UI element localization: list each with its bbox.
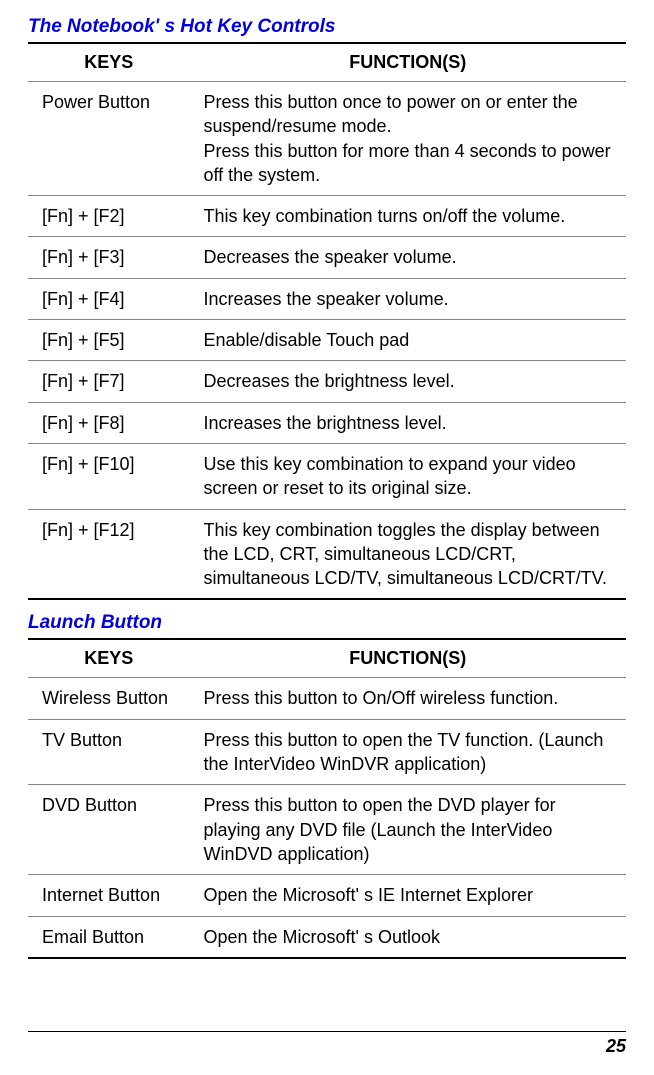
cell-key: [Fn] + [F3] — [28, 237, 189, 278]
table-row: [Fn] + [F3]Decreases the speaker volume. — [28, 237, 626, 278]
cell-func: Use this key combination to expand your … — [189, 443, 626, 509]
cell-func: Open the Microsoft' s IE Internet Explor… — [189, 875, 626, 916]
cell-key: [Fn] + [F2] — [28, 196, 189, 237]
cell-key: [Fn] + [F10] — [28, 443, 189, 509]
table-row: [Fn] + [F4]Increases the speaker volume. — [28, 278, 626, 319]
cell-func: Decreases the brightness level. — [189, 361, 626, 402]
cell-func: Increases the brightness level. — [189, 402, 626, 443]
table-row: Power ButtonPress this button once to po… — [28, 82, 626, 196]
cell-key: Power Button — [28, 82, 189, 196]
cell-key: Email Button — [28, 916, 189, 958]
table-row: Email ButtonOpen the Microsoft' s Outloo… — [28, 916, 626, 958]
cell-key: DVD Button — [28, 785, 189, 875]
table-header-keys: KEYS — [28, 640, 189, 678]
cell-func: Decreases the speaker volume. — [189, 237, 626, 278]
table-header-func: FUNCTION(S) — [189, 640, 626, 678]
cell-func: Press this button to open the TV functio… — [189, 719, 626, 785]
cell-func: Enable/disable Touch pad — [189, 320, 626, 361]
cell-func: Increases the speaker volume. — [189, 278, 626, 319]
table-launch: KEYS FUNCTION(S) Wireless ButtonPress th… — [28, 640, 626, 958]
cell-func: This key combination turns on/off the vo… — [189, 196, 626, 237]
table-header-keys: KEYS — [28, 44, 189, 82]
table-row: [Fn] + [F5]Enable/disable Touch pad — [28, 320, 626, 361]
cell-key: Wireless Button — [28, 678, 189, 719]
table-row: TV ButtonPress this button to open the T… — [28, 719, 626, 785]
cell-func: Press this button to open the DVD player… — [189, 785, 626, 875]
table-row: [Fn] + [F10]Use this key combination to … — [28, 443, 626, 509]
cell-key: [Fn] + [F12] — [28, 509, 189, 599]
cell-func: Press this button to On/Off wireless fun… — [189, 678, 626, 719]
table-row: [Fn] + [F7]Decreases the brightness leve… — [28, 361, 626, 402]
section-header-launch: Launch Button — [28, 608, 626, 640]
cell-key: [Fn] + [F5] — [28, 320, 189, 361]
cell-func: Open the Microsoft' s Outlook — [189, 916, 626, 958]
table-header-func: FUNCTION(S) — [189, 44, 626, 82]
cell-key: TV Button — [28, 719, 189, 785]
cell-key: [Fn] + [F8] — [28, 402, 189, 443]
table-row: [Fn] + [F8]Increases the brightness leve… — [28, 402, 626, 443]
cell-key: Internet Button — [28, 875, 189, 916]
table-row: Internet ButtonOpen the Microsoft' s IE … — [28, 875, 626, 916]
cell-key: [Fn] + [F4] — [28, 278, 189, 319]
cell-key: [Fn] + [F7] — [28, 361, 189, 402]
table-row: [Fn] + [F12]This key combination toggles… — [28, 509, 626, 599]
table-row: DVD ButtonPress this button to open the … — [28, 785, 626, 875]
table-row: Wireless ButtonPress this button to On/O… — [28, 678, 626, 719]
page-number: 25 — [28, 1031, 626, 1057]
cell-func: This key combination toggles the display… — [189, 509, 626, 599]
cell-func: Press this button once to power on or en… — [189, 82, 626, 196]
section-header-hotkey: The Notebook' s Hot Key Controls — [28, 12, 626, 44]
table-row: [Fn] + [F2]This key combination turns on… — [28, 196, 626, 237]
table-hotkey: KEYS FUNCTION(S) Power ButtonPress this … — [28, 44, 626, 600]
